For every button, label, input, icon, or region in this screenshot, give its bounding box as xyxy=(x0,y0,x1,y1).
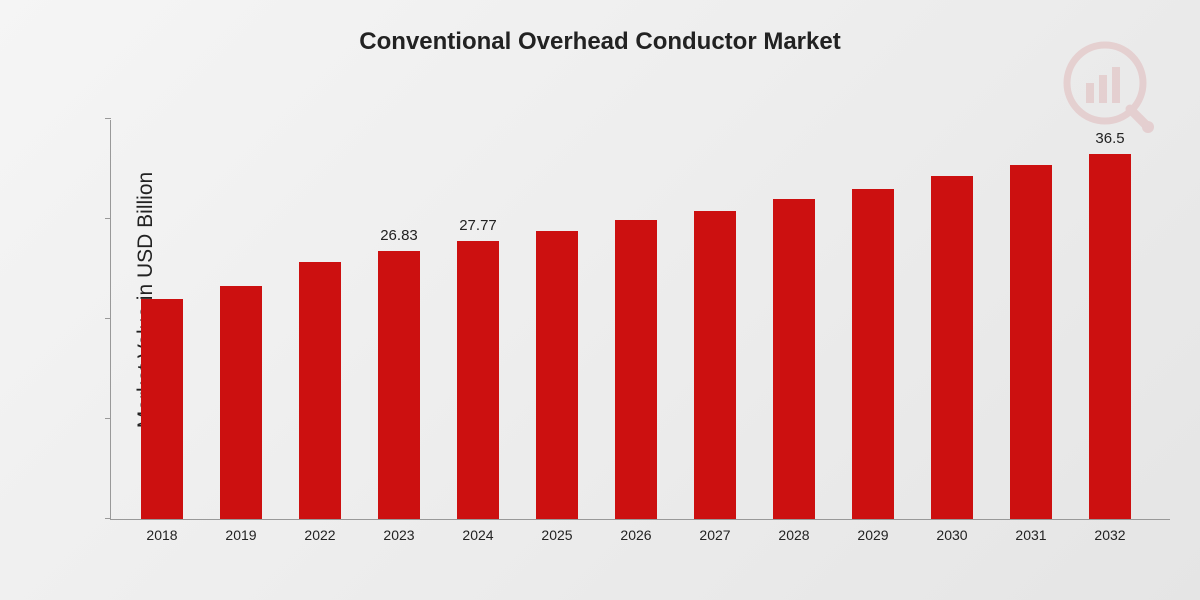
bar-rect xyxy=(457,241,499,519)
y-tick xyxy=(105,218,111,219)
bar-rect xyxy=(536,231,578,519)
bar-rect xyxy=(1089,154,1131,519)
bar-rect xyxy=(299,262,341,519)
bar-rect xyxy=(852,189,894,519)
y-tick xyxy=(105,418,111,419)
x-tick-label: 2029 xyxy=(852,519,894,543)
bar xyxy=(615,196,657,519)
x-tick-label: 2018 xyxy=(141,519,183,543)
bar-rect xyxy=(141,299,183,519)
bar-rect xyxy=(773,199,815,519)
bar: 26.83 xyxy=(378,227,420,519)
bar xyxy=(694,187,736,519)
bar xyxy=(220,262,262,519)
bar: 27.77 xyxy=(457,217,499,519)
bar-rect xyxy=(694,211,736,519)
y-tick xyxy=(105,318,111,319)
x-tick-label: 2027 xyxy=(694,519,736,543)
plot-area: 20182019202226.83202327.7720242025202620… xyxy=(110,120,1170,520)
x-tick-label: 2028 xyxy=(773,519,815,543)
y-tick xyxy=(105,518,111,519)
bar xyxy=(852,165,894,519)
x-tick-label: 2031 xyxy=(1010,519,1052,543)
bar xyxy=(299,238,341,519)
y-tick xyxy=(105,118,111,119)
x-tick-label: 2019 xyxy=(220,519,262,543)
bar-value-label: 26.83 xyxy=(380,227,418,245)
bar xyxy=(141,275,183,519)
x-tick-label: 2030 xyxy=(931,519,973,543)
x-tick-label: 2025 xyxy=(536,519,578,543)
x-tick-label: 2026 xyxy=(615,519,657,543)
x-tick-label: 2032 xyxy=(1089,519,1131,543)
bar xyxy=(536,207,578,519)
bar-rect xyxy=(220,286,262,519)
bar-rect xyxy=(378,251,420,519)
bar-value-label: 36.5 xyxy=(1095,130,1124,148)
x-tick-label: 2022 xyxy=(299,519,341,543)
bar: 36.5 xyxy=(1089,130,1131,519)
bar-value-label: 27.77 xyxy=(459,217,497,235)
bar-rect xyxy=(1010,165,1052,519)
chart-title: Conventional Overhead Conductor Market xyxy=(0,28,1200,56)
x-tick-label: 2024 xyxy=(457,519,499,543)
bar xyxy=(1010,141,1052,519)
x-tick-label: 2023 xyxy=(378,519,420,543)
bar-rect xyxy=(931,176,973,519)
bar xyxy=(931,152,973,519)
bar xyxy=(773,175,815,519)
bar-rect xyxy=(615,220,657,519)
